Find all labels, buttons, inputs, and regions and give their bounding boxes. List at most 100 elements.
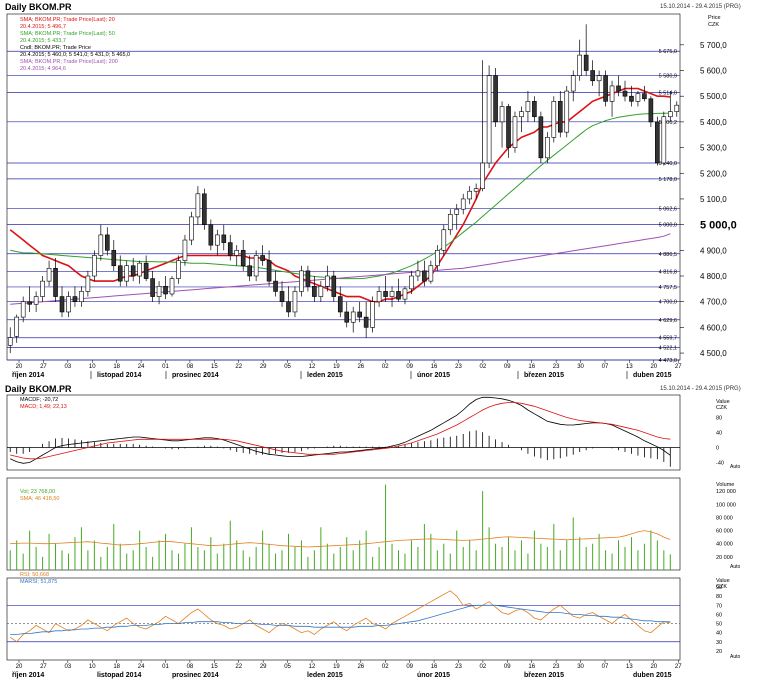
candle-body (557, 101, 563, 133)
price-x-day-label: 29 (260, 364, 267, 370)
macd-panel-frame (6, 394, 681, 471)
candle-body (234, 250, 240, 256)
legend-sma50-value: 20.4.2015; 5 433,7 (20, 38, 66, 44)
price-y-tick-label: 4 700,0 (700, 298, 727, 307)
volume-axis-unit: Volume (716, 482, 734, 488)
legend-candle-label: Cndl; BKOM.PR; Trade Price (20, 45, 91, 51)
candle-body (273, 280, 278, 292)
price-axis-unit: CZK (708, 22, 719, 28)
price-x-day-label: 05 (284, 364, 291, 370)
candle-body (292, 291, 298, 313)
candle-body (512, 116, 518, 148)
volume-y-tick-label: 120 000 (716, 489, 736, 495)
candle-body (46, 267, 52, 282)
candle-body (616, 85, 621, 92)
price-x-day-label: 23 (455, 364, 462, 370)
candle-body (331, 275, 337, 297)
rsi-x-month-label: listopad 2014 (97, 672, 141, 679)
macd-auto-scale: Auto (730, 464, 741, 470)
price-y-tick-label: 4 500,0 (700, 349, 727, 358)
candle-body (111, 250, 117, 267)
price-x-day-label: 01 (162, 364, 169, 370)
volume-legend-line2: SMA; 46 418,50 (20, 496, 60, 502)
rsi-x-day-label: 03 (64, 664, 71, 670)
candle-body (525, 101, 531, 112)
candle-body (325, 275, 330, 287)
price-level-label: 4 886,5 (659, 252, 677, 258)
rsi-x-day-label: 10 (89, 664, 96, 670)
candle-body (583, 54, 589, 71)
price-level-label: 5 062,6 (659, 207, 677, 213)
volume-sma-line (10, 530, 671, 548)
candle-body (27, 301, 32, 305)
price-y-tick-label: 5 600,0 (700, 67, 727, 76)
price-x-day-label: 16 (431, 364, 438, 370)
candle-body (370, 301, 375, 328)
rsi-panel-frame (6, 577, 681, 661)
macd-legend-line1: MACDF; -20,72 (20, 397, 59, 403)
price-x-day-label: 19 (333, 364, 340, 370)
volume-y-tick-label: 80 000 (716, 515, 733, 521)
candle-body (428, 265, 434, 282)
price-y-tick-label: 5 200,0 (700, 169, 727, 178)
price-x-day-label: 27 (40, 364, 47, 370)
rsi-x-day-label: 09 (406, 664, 413, 670)
price-level-label: 4 473,0 (659, 358, 677, 364)
macd-y-tick-label: 80 (716, 416, 722, 422)
rsi-x-day-label: 19 (333, 664, 340, 670)
candle-body (227, 242, 233, 256)
rsi-x-day-label: 20 (16, 664, 23, 670)
main-date-range: 15.10.2014 - 29.4.2015 (PRG) (660, 4, 741, 10)
candle-body (648, 98, 654, 123)
volume-y-tick-label: 100 000 (716, 502, 736, 508)
candle-body (415, 270, 421, 277)
rsi-x-day-label: 16 (431, 664, 438, 670)
rsi-x-day-label: 24 (138, 664, 145, 670)
candle-body (435, 250, 440, 267)
price-y-tick-label: 4 800,0 (700, 272, 727, 281)
rsi-x-day-label: 08 (187, 664, 194, 670)
rsi-x-day-label: 26 (357, 664, 364, 670)
candle-body (389, 291, 395, 297)
candle-body (202, 193, 207, 225)
rsi-x-day-label: 22 (235, 664, 242, 670)
price-level-label: 4 816,8 (659, 270, 677, 276)
candle-body (79, 291, 84, 302)
rsi-x-month-label: říjen 2014 (12, 672, 44, 679)
candle-body (363, 316, 369, 328)
candle-body (150, 278, 155, 297)
price-level-label: 5 514,0 (659, 91, 677, 97)
candle-body (221, 234, 227, 243)
rsi-y-tick-label: 70 (716, 603, 722, 609)
price-x-day-label: 12 (309, 364, 316, 370)
rsi-x-day-label: 27 (675, 664, 682, 670)
candle-body (551, 101, 557, 138)
candle-body (318, 285, 324, 297)
candle-body (117, 265, 123, 282)
macd-line (10, 402, 671, 460)
rsi-x-day-label: 01 (162, 664, 169, 670)
price-x-month-label: březen 2015 (524, 372, 564, 379)
candle-body (7, 337, 13, 346)
volume-y-tick-label: 40 000 (716, 542, 733, 548)
candle-body (499, 106, 505, 123)
candle-body (538, 116, 544, 159)
candle-body (564, 90, 570, 133)
price-x-day-label: 20 (16, 364, 23, 370)
price-y-tick-label: 5 400,0 (700, 118, 727, 127)
price-axis-unit: Price (708, 15, 721, 21)
rsi-x-day-label: 02 (480, 664, 487, 670)
legend-candle-value: 20.4.2015; 5 460,0; 5 541,0; 5 431,0; 5 … (20, 52, 131, 58)
rsi-x-day-label: 16 (528, 664, 535, 670)
price-level-label: 5 000,0 (659, 223, 677, 229)
legend-sma200-value: 20.4.2015; 4 964,6 (20, 66, 66, 72)
rsi-x-day-label: 13 (626, 664, 633, 670)
candle-body (260, 255, 265, 261)
price-level-label: 5 178,0 (659, 177, 677, 183)
price-x-day-label: 26 (357, 364, 364, 370)
candle-body (130, 265, 136, 277)
candle-body (350, 311, 356, 323)
price-level-label: 5 400,2 (659, 120, 677, 126)
price-y-tick-label: 5 500,0 (700, 92, 727, 101)
